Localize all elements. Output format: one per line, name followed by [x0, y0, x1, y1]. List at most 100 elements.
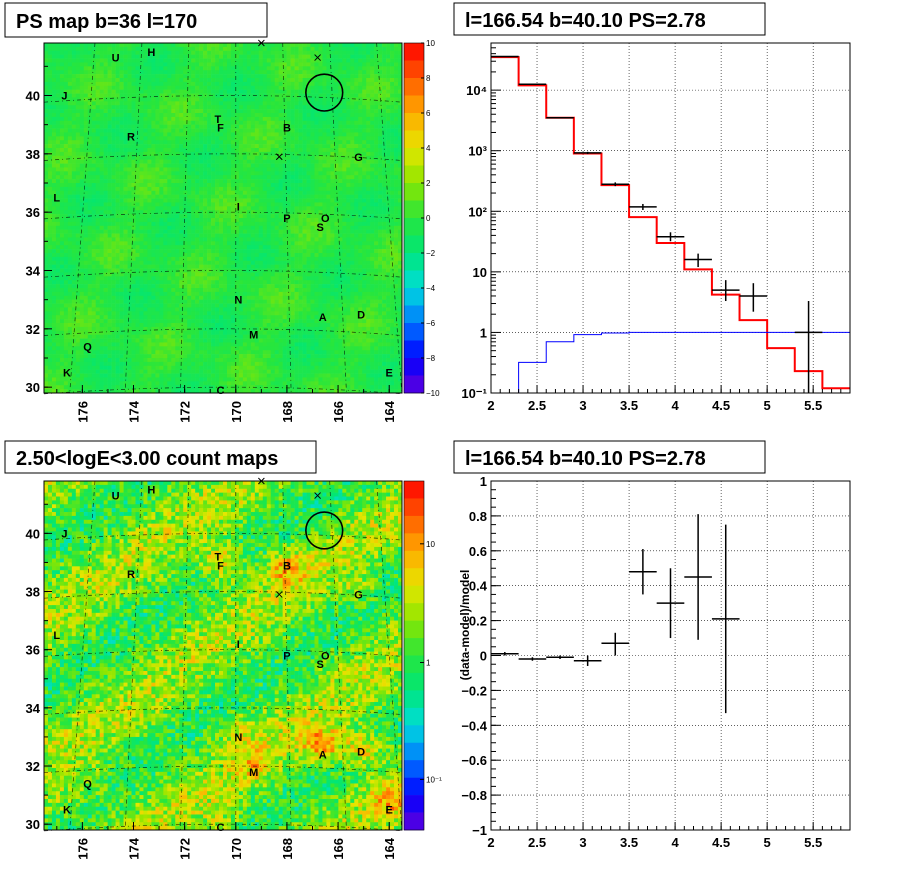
map-pixel	[75, 303, 81, 308]
map-pixel	[179, 315, 184, 320]
map-pixel	[195, 237, 200, 242]
map-pixel	[119, 237, 124, 242]
map-pixel	[99, 377, 104, 382]
map-pixel	[199, 140, 204, 145]
map-pixel	[234, 315, 240, 320]
map-pixel	[83, 46, 89, 52]
map-pixel	[139, 136, 144, 141]
map-pixel	[55, 225, 61, 230]
map-pixel	[171, 369, 176, 374]
map-pixel	[238, 43, 244, 48]
map-pixel	[226, 389, 232, 394]
map-pixel	[139, 186, 144, 192]
map-pixel	[183, 89, 188, 94]
map-pixel	[187, 311, 192, 316]
map-pixel	[199, 241, 204, 246]
map-pixel	[143, 81, 148, 87]
map-pixel	[127, 148, 132, 153]
map-pixel	[75, 342, 81, 347]
map-pixel	[195, 58, 200, 63]
map-pixel	[147, 109, 152, 114]
map-pixel	[123, 358, 128, 363]
map-pixel	[59, 225, 65, 230]
map-pixel	[203, 237, 208, 242]
map-pixel	[143, 93, 148, 98]
map-pixel	[87, 233, 93, 238]
map-pixel	[151, 113, 156, 118]
map-pixel	[246, 46, 252, 52]
map-pixel	[119, 311, 124, 316]
map-pixel	[238, 70, 244, 75]
map-pixel	[79, 233, 85, 238]
map-pixel	[215, 229, 220, 234]
map-pixel	[147, 151, 152, 157]
map-pixel	[215, 148, 220, 153]
map-pixel	[115, 155, 120, 160]
map-pixel	[115, 85, 120, 90]
map-pixel	[167, 361, 172, 367]
map-pixel	[123, 381, 128, 386]
map-pixel	[179, 144, 184, 149]
map-pixel	[191, 183, 196, 188]
map-pixel	[226, 385, 232, 390]
map-pixel	[51, 186, 57, 192]
map-pixel	[99, 346, 104, 351]
map-pixel	[230, 70, 236, 75]
map-pixel	[167, 350, 172, 355]
map-pixel	[79, 365, 85, 370]
map-pixel	[107, 46, 112, 52]
map-pixel	[123, 365, 128, 370]
map-pixel	[63, 167, 69, 172]
map-pixel	[238, 190, 244, 195]
map-pixel	[51, 338, 57, 343]
map-pixel	[183, 140, 188, 145]
map-pixel	[127, 218, 132, 223]
map-pixel	[143, 70, 148, 75]
map-pixel	[226, 280, 232, 285]
map-pixel	[191, 186, 196, 192]
map-pixel	[238, 221, 244, 227]
map-pixel	[250, 179, 256, 184]
map-pixel	[119, 361, 124, 367]
map-pixel	[242, 116, 248, 122]
map-pixel	[179, 342, 184, 347]
map-pixel	[167, 303, 172, 308]
map-pixel	[203, 171, 208, 176]
map-pixel	[207, 272, 212, 277]
map-pixel	[223, 140, 228, 145]
map-pixel	[119, 377, 124, 382]
map-pixel	[238, 85, 244, 90]
map-pixel	[151, 307, 156, 312]
map-pixel	[59, 221, 65, 227]
map-pixel	[215, 334, 220, 339]
map-pixel	[147, 70, 152, 75]
map-pixel	[242, 124, 248, 129]
map-pixel	[63, 120, 69, 125]
map-pixel	[147, 175, 152, 180]
map-pixel	[63, 81, 69, 87]
map-pixel	[119, 280, 124, 285]
map-pixel	[115, 365, 120, 370]
map-pixel	[51, 323, 57, 328]
map-pixel	[179, 136, 184, 141]
map-pixel	[159, 194, 164, 199]
map-pixel	[199, 128, 204, 133]
map-pixel	[135, 93, 140, 98]
map-pixel	[111, 361, 116, 367]
map-pixel	[219, 179, 224, 184]
map-pixel	[59, 361, 65, 367]
map-pixel	[115, 295, 120, 300]
map-pixel	[119, 171, 124, 176]
map-pixel	[55, 186, 61, 192]
map-pixel	[234, 210, 240, 215]
map-pixel	[139, 323, 144, 328]
map-pixel	[258, 74, 264, 79]
map-pixel	[44, 74, 49, 79]
map-pixel	[135, 389, 140, 394]
map-pixel	[250, 354, 256, 359]
map-pixel	[99, 206, 104, 211]
map-pixel	[103, 167, 108, 172]
map-pixel	[119, 381, 124, 386]
map-pixel	[203, 109, 208, 114]
map-pixel	[183, 361, 188, 367]
